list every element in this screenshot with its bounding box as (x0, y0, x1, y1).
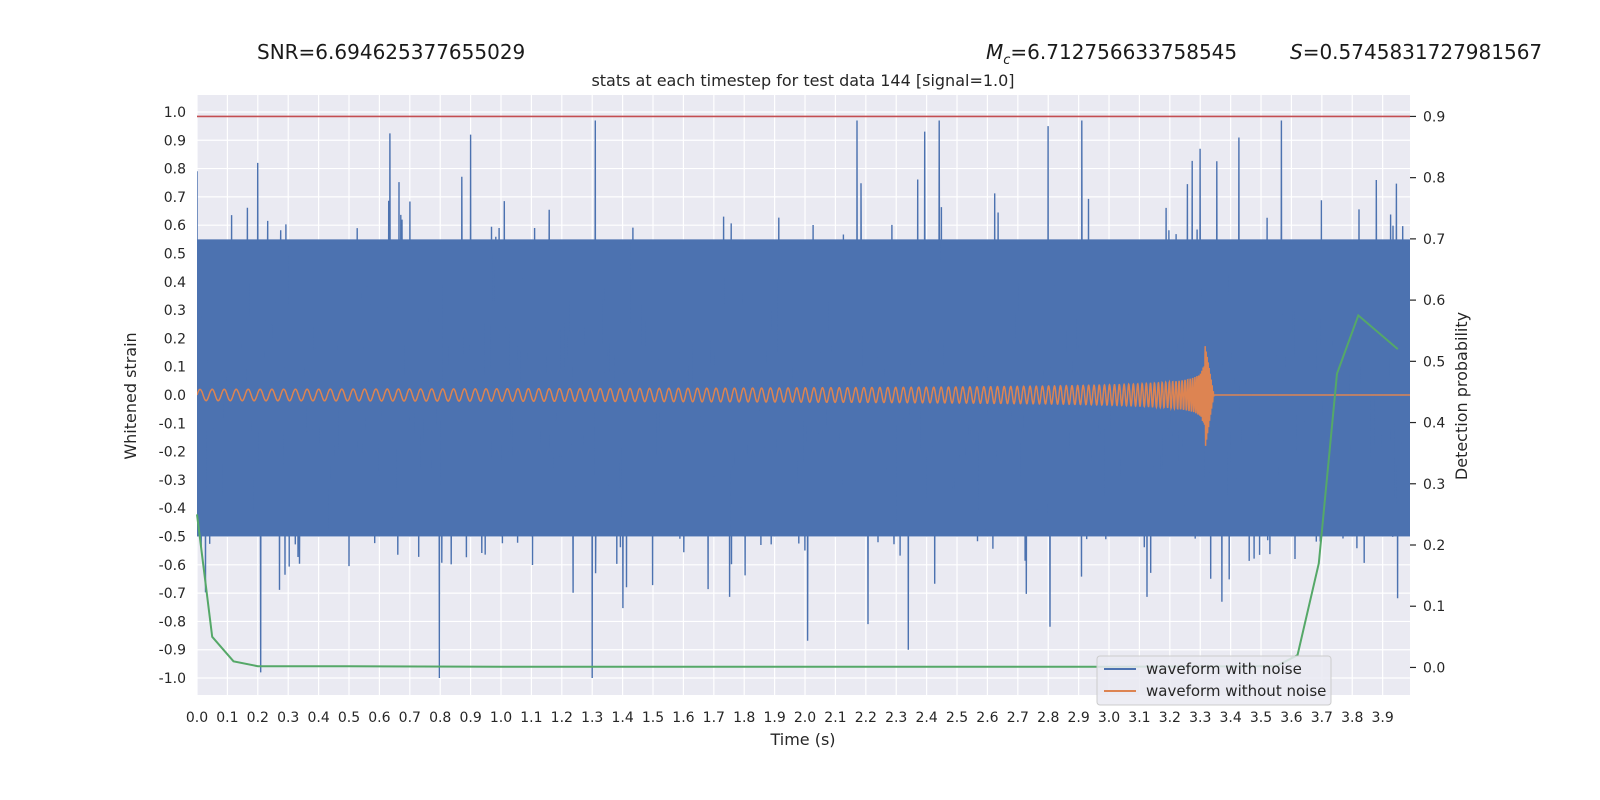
y2-tick-label: 0.6 (1423, 293, 1445, 309)
x-ticks: 0.0 0.1 0.2 0.3 0.4 0.5 0.6 0.7 0.8 0.9 1.0 1.1 1.2 1… (186, 710, 1394, 726)
snr-stat: SNR=6.694625377655029 (257, 40, 525, 64)
x-tick-label: 3.5 (1250, 710, 1272, 726)
x-tick-label: 3.1 (1128, 710, 1150, 726)
x-tick-label: 0.7 (399, 710, 421, 726)
x-tick-label: 2.1 (824, 710, 846, 726)
x-tick-label: 3.0 (1098, 710, 1120, 726)
y2-ticks: 0.9 0.8 0.7 0.6 0.5 0.4 0.3 0.2 0.1 0.0 (1410, 109, 1445, 676)
chirp-mass-symbol: M (986, 40, 1004, 64)
x-tick-label: 3.7 (1311, 710, 1333, 726)
x-tick-label: 0.8 (429, 710, 451, 726)
x-tick-label: 3.4 (1220, 710, 1242, 726)
x-tick-label: 0.0 (186, 710, 208, 726)
legend-label-signal: waveform without noise (1146, 682, 1326, 700)
y2-tick-label: 0.7 (1423, 232, 1445, 248)
x-tick-label: 2.0 (794, 710, 816, 726)
chirp-mass-stat: Mc=6.712756633758545 (986, 40, 1237, 68)
y-tick-label: -0.6 (159, 558, 186, 574)
x-axis-label: Time (s) (769, 730, 835, 749)
y-tick-label: -0.1 (159, 416, 186, 432)
chirp-mass-value: =6.712756633758545 (1010, 40, 1238, 64)
x-tick-label: 3.8 (1341, 710, 1363, 726)
spin-stat: S=0.5745831727981567 (1290, 40, 1542, 64)
y-tick-label: -0.7 (159, 586, 186, 602)
x-tick-label: 2.8 (1037, 710, 1059, 726)
x-tick-label: 1.4 (611, 710, 633, 726)
y2-tick-label: 0.9 (1423, 109, 1445, 125)
y-tick-label: 0.4 (164, 275, 186, 291)
legend-box (1096, 655, 1332, 706)
chirp-mass-subscript: c (1003, 53, 1011, 68)
y2-tick-label: 0.0 (1423, 660, 1445, 676)
legend-label-noise: waveform with noise (1146, 660, 1302, 678)
y-tick-label: 0.2 (164, 331, 186, 347)
y-tick-label: -0.2 (159, 445, 186, 461)
x-tick-label: 3.6 (1280, 710, 1302, 726)
waveform-with-noise-line (197, 120, 1410, 679)
y-tick-label: -0.5 (159, 530, 186, 546)
y-tick-label: 0.0 (164, 388, 186, 404)
x-tick-label: 0.9 (459, 710, 481, 726)
x-tick-label: 3.2 (1159, 710, 1181, 726)
y-tick-label: 1.0 (164, 105, 186, 121)
y-tick-label: -1.0 (159, 671, 186, 687)
x-tick-label: 0.6 (368, 710, 390, 726)
x-tick-label: 0.4 (307, 710, 329, 726)
y2-tick-label: 0.2 (1423, 538, 1445, 554)
x-tick-label: 1.1 (520, 710, 542, 726)
spin-symbol: S (1290, 40, 1303, 64)
x-tick-label: 3.9 (1372, 710, 1394, 726)
x-tick-label: 2.6 (976, 710, 998, 726)
x-tick-label: 1.7 (703, 710, 725, 726)
y-axis-label: Whitened strain (121, 332, 140, 459)
x-tick-label: 1.3 (581, 710, 603, 726)
x-tick-label: 0.1 (216, 710, 238, 726)
y-tick-label: -0.4 (159, 501, 186, 517)
waveform-without-noise-line (197, 346, 1410, 446)
legend: waveform with noise waveform without noi… (1096, 655, 1332, 706)
y2-tick-label: 0.1 (1423, 599, 1445, 615)
x-tick-label: 2.4 (915, 710, 937, 726)
x-tick-label: 0.2 (247, 710, 269, 726)
y-tick-label: 0.9 (164, 133, 186, 149)
x-tick-label: 3.3 (1189, 710, 1211, 726)
y-tick-label: 0.8 (164, 162, 186, 178)
x-tick-label: 1.9 (763, 710, 785, 726)
x-tick-label: 1.8 (733, 710, 755, 726)
y-tick-label: -0.3 (159, 473, 186, 489)
y2-tick-label: 0.3 (1423, 477, 1445, 493)
y-tick-label: 0.3 (164, 303, 186, 319)
plot-content (196, 115, 1410, 679)
y2-tick-label: 0.5 (1423, 354, 1445, 370)
x-tick-label: 2.7 (1007, 710, 1029, 726)
snr-text: SNR=6.694625377655029 (257, 40, 526, 64)
y2-axis-label: Detection probability (1452, 312, 1471, 480)
y2-tick-label: 0.8 (1423, 171, 1445, 187)
x-tick-label: 1.5 (642, 710, 664, 726)
chart-title: stats at each timestep for test data 144… (591, 71, 1014, 90)
x-tick-label: 1.6 (672, 710, 694, 726)
y-tick-label: 0.6 (164, 218, 186, 234)
x-tick-label: 1.2 (551, 710, 573, 726)
x-tick-label: 2.2 (855, 710, 877, 726)
x-tick-label: 2.5 (946, 710, 968, 726)
detection-probability-line (196, 313, 1399, 668)
y-tick-label: 0.5 (164, 246, 186, 262)
x-tick-label: 2.3 (885, 710, 907, 726)
y2-tick-label: 0.4 (1423, 416, 1445, 432)
x-tick-label: 1.0 (490, 710, 512, 726)
y-tick-label: 0.1 (164, 360, 186, 376)
y-tick-label: 0.7 (164, 190, 186, 206)
x-tick-label: 2.9 (1067, 710, 1089, 726)
x-tick-label: 0.5 (338, 710, 360, 726)
spin-value: =0.5745831727981567 (1302, 40, 1543, 64)
y-tick-label: -0.9 (159, 643, 186, 659)
x-tick-label: 0.3 (277, 710, 299, 726)
y-ticks: 1.0 0.9 0.8 0.7 0.6 0.5 0.4 0.3 0.2 0.1 0.0 -0.1 -0.… (159, 105, 186, 687)
y-tick-label: -0.8 (159, 614, 186, 630)
